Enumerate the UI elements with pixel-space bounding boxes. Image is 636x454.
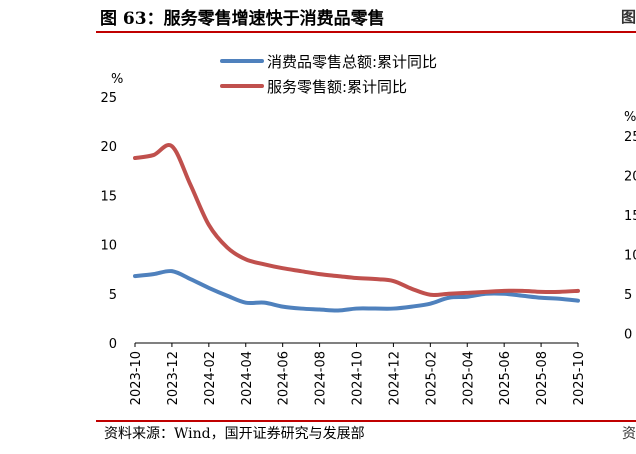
x-tick-label: 2024-08	[314, 351, 329, 405]
x-tick-label: 2023-10	[129, 351, 144, 405]
source-divider	[96, 420, 636, 422]
x-tick-label: 2025-06	[498, 351, 513, 405]
adjacent-figure-title-fragment: 图	[620, 8, 636, 26]
adjacent-tick-fragment: 25	[624, 130, 636, 145]
adjacent-tick-fragment: %	[624, 110, 636, 125]
adjacent-source-fragment: 资	[622, 426, 636, 442]
y-tick-label: 15	[100, 189, 117, 204]
y-tick-label: 0	[109, 337, 117, 352]
source-note: 资料来源：Wind，国开证券研究与发展部	[104, 426, 365, 442]
series-line-1	[133, 269, 580, 313]
x-tick-label: 2025-08	[535, 351, 550, 405]
title-divider	[96, 31, 636, 33]
legend-label-1: 消费品零售总额:累计同比	[267, 53, 437, 71]
x-tick-label: 2025-02	[424, 351, 439, 405]
y-axis: % 0 5 10 15 20 25	[100, 72, 123, 352]
x-tick-label: 2025-04	[461, 351, 476, 405]
adjacent-tick-fragment: 20	[624, 170, 636, 185]
adjacent-tick-fragment: 0	[624, 328, 632, 343]
x-tick-label: 2023-12	[166, 351, 181, 405]
x-tick-label: 2024-10	[351, 351, 366, 405]
x-axis: 2023-10 2023-12 2024-02 2024-04 2024-06 2024-…	[129, 342, 587, 405]
x-tick-label: 2024-02	[203, 351, 218, 405]
x-tick-label: 2024-06	[277, 351, 292, 405]
y-tick-label: 25	[100, 91, 117, 106]
figure-title: 图 63：服务零售增速快于消费品零售	[100, 9, 385, 29]
x-tick-label: 2024-12	[387, 351, 402, 405]
adjacent-tick-fragment: 10	[624, 249, 636, 264]
legend-label-2: 服务零售额:累计同比	[267, 78, 407, 96]
y-tick-label: 10	[100, 239, 117, 254]
y-axis-label: %	[111, 72, 123, 87]
series-line-2	[133, 143, 580, 298]
y-tick-label: 5	[109, 288, 117, 303]
y-tick-label: 20	[100, 140, 117, 155]
adjacent-tick-fragment: 15	[624, 209, 636, 224]
x-tick-label: 2025-10	[572, 351, 587, 405]
series-lines	[133, 143, 580, 313]
x-tick-label: 2024-04	[240, 351, 255, 405]
adjacent-tick-fragment: 5	[624, 288, 632, 303]
adjacent-figure-axis-fragment: % 25 20 15 10 5 0	[624, 110, 636, 343]
